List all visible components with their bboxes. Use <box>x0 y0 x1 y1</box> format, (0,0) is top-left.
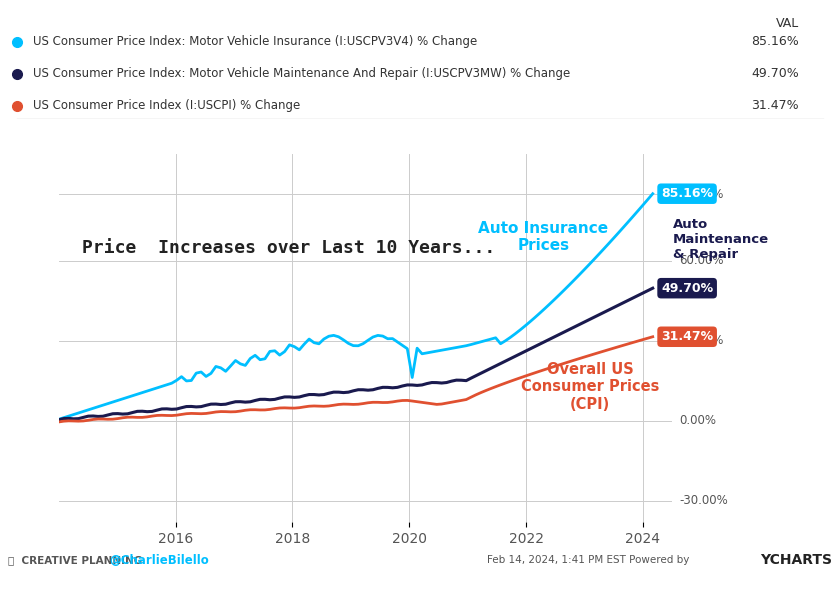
Text: Auto
Maintenance
& Repair: Auto Maintenance & Repair <box>673 218 769 261</box>
Text: @CharlieBilello: @CharlieBilello <box>109 554 209 567</box>
Text: 30.00%: 30.00% <box>679 334 723 347</box>
Text: Overall US
Consumer Prices
(CPI): Overall US Consumer Prices (CPI) <box>521 362 659 412</box>
Text: US Consumer Price Index: Motor Vehicle Insurance (I:USCPV3V4) % Change: US Consumer Price Index: Motor Vehicle I… <box>33 35 477 48</box>
Text: -30.00%: -30.00% <box>679 494 727 507</box>
Text: Auto Insurance
Prices: Auto Insurance Prices <box>479 221 609 253</box>
Text: US Consumer Price Index: Motor Vehicle Maintenance And Repair (I:USCPV3MW) % Cha: US Consumer Price Index: Motor Vehicle M… <box>33 67 570 80</box>
Text: 49.70%: 49.70% <box>751 67 799 80</box>
Text: 0.00%: 0.00% <box>679 414 716 427</box>
Text: 31.47%: 31.47% <box>661 330 713 343</box>
Text: Feb 14, 2024, 1:41 PM EST Powered by: Feb 14, 2024, 1:41 PM EST Powered by <box>487 556 693 565</box>
Text: 49.70%: 49.70% <box>661 282 713 295</box>
Text: US Consumer Price Index (I:USCPI) % Change: US Consumer Price Index (I:USCPI) % Chan… <box>33 99 301 112</box>
Text: 60.00%: 60.00% <box>679 254 723 267</box>
Text: Price  Increases over Last 10 Years...: Price Increases over Last 10 Years... <box>82 240 496 257</box>
Text: 85.16%: 85.16% <box>751 35 799 48</box>
Text: 85.16%: 85.16% <box>661 187 713 200</box>
Text: 31.47%: 31.47% <box>751 99 799 112</box>
Text: Ⓒ  CREATIVE PLANNING: Ⓒ CREATIVE PLANNING <box>8 556 146 565</box>
Text: 85.00%: 85.00% <box>679 187 723 200</box>
Text: VAL: VAL <box>775 17 799 30</box>
Text: YCHARTS: YCHARTS <box>760 553 832 568</box>
